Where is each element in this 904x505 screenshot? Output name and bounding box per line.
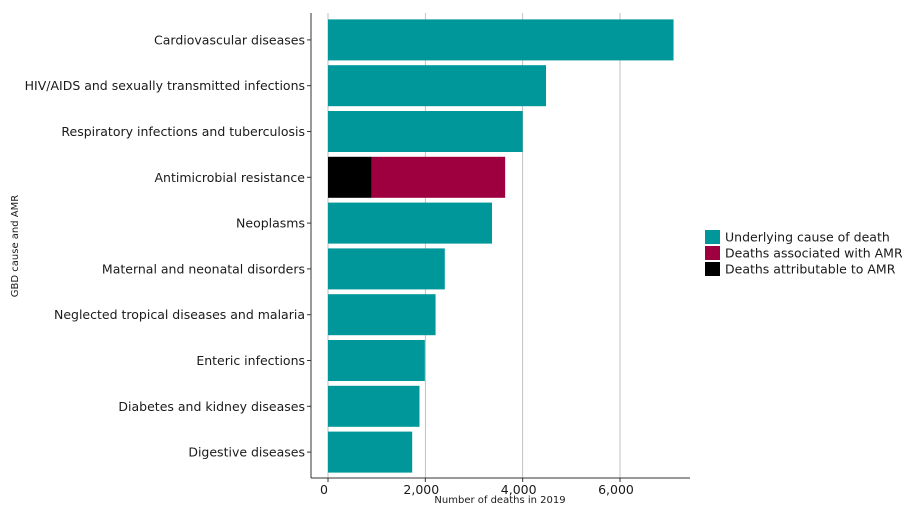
legend-label-1: Deaths associated with AMR: [725, 246, 903, 261]
category-label-7: Enteric infections: [196, 353, 305, 368]
bar-9-2: [328, 431, 413, 473]
bar-0-2: [328, 19, 674, 61]
bar-5-2: [328, 248, 445, 290]
bar-2-2: [328, 111, 523, 152]
x-tick-label-3: 6,000: [598, 482, 634, 497]
bar-1-2: [328, 65, 547, 107]
x-tick-label-2: 4,000: [501, 482, 537, 497]
bar-3-1: [371, 156, 506, 198]
legend-label-2: Deaths attributable to AMR: [725, 262, 896, 277]
y-axis-title: GBD cause and AMR: [10, 195, 21, 297]
category-label-5: Maternal and neonatal disorders: [102, 261, 305, 276]
category-label-3: Antimicrobial resistance: [155, 170, 306, 185]
category-label-8: Diabetes and kidney diseases: [118, 399, 305, 414]
x-tick-labels: 0 2,000 4,000 6,000: [320, 478, 634, 497]
category-label-9: Digestive diseases: [188, 445, 305, 460]
x-axis-title: Number of deaths in 2019: [434, 495, 565, 505]
category-label-0: Cardiovascular diseases: [154, 32, 305, 47]
legend-swatch-1: [705, 246, 720, 260]
bar-4-2: [328, 202, 493, 244]
category-label-4: Neoplasms: [236, 216, 305, 231]
legend-label-0: Underlying cause of death: [725, 230, 890, 245]
x-tick-label-1: 2,000: [403, 482, 439, 497]
bar-3-0: [328, 156, 372, 198]
bars: [328, 19, 674, 473]
bar-6-2: [328, 294, 436, 336]
bar-7-2: [328, 340, 425, 381]
category-label-6: Neglected tropical diseases and malaria: [54, 307, 305, 322]
category-label-1: HIV/AIDS and sexually transmitted infect…: [25, 78, 305, 93]
legend-swatch-2: [705, 262, 720, 276]
category-label-2: Respiratory infections and tuberculosis: [61, 124, 305, 139]
legend-swatch-0: [705, 230, 720, 244]
category-labels: Cardiovascular diseases HIV/AIDS and sexu…: [25, 32, 311, 460]
bar-8-2: [328, 385, 420, 427]
x-tick-label-0: 0: [320, 482, 328, 497]
